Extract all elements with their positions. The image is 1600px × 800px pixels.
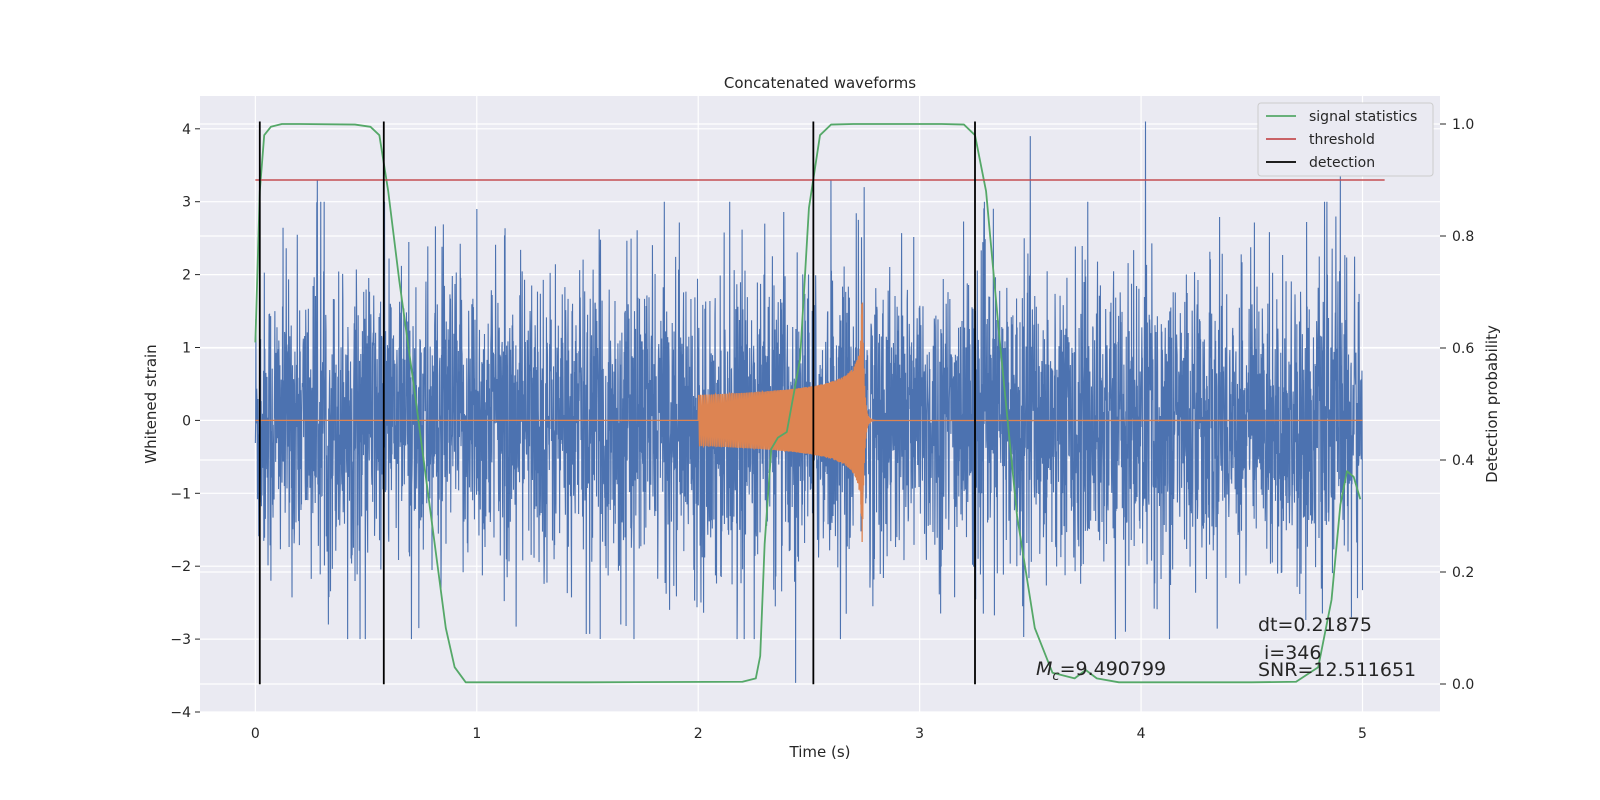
y-right-tick-label: 0.8 bbox=[1452, 229, 1474, 245]
y-right-tick-label: 1.0 bbox=[1452, 117, 1474, 133]
legend: signal statistics threshold detection bbox=[1257, 102, 1434, 177]
legend-label-detection: detection bbox=[1309, 155, 1375, 171]
y-tick-label: 0 bbox=[182, 413, 191, 429]
chart-title: Concatenated waveforms bbox=[724, 74, 916, 92]
x-tick-label: 2 bbox=[694, 726, 703, 742]
y-tick-label: −3 bbox=[170, 632, 191, 648]
x-tick-label: 3 bbox=[915, 726, 924, 742]
x-tick-label: 5 bbox=[1358, 726, 1367, 742]
annotations: Mc=9.490799 dt=0.21875 i=346 SNR=12.5116… bbox=[1036, 614, 1416, 684]
legend-label-signal-statistics: signal statistics bbox=[1309, 109, 1417, 125]
chirp-mass-annotation: Mc=9.490799 bbox=[1036, 658, 1166, 684]
y-right-tick-label: 0.0 bbox=[1452, 677, 1474, 693]
y-right-tick-label: 0.6 bbox=[1452, 341, 1474, 357]
y-tick-label: −2 bbox=[170, 559, 191, 575]
y-tick-label: 3 bbox=[182, 195, 191, 211]
y-axis-right-label: Detection probability bbox=[1483, 325, 1501, 483]
series-signal-statistics bbox=[254, 123, 1362, 684]
plot-series bbox=[254, 121, 1385, 685]
index-annotation: i=346 bbox=[1264, 642, 1321, 664]
x-axis-label: Time (s) bbox=[789, 743, 851, 761]
x-tick-label: 0 bbox=[251, 726, 260, 742]
snr-annotation: SNR=12.511651 bbox=[1258, 659, 1416, 681]
dt-annotation: dt=0.21875 bbox=[1258, 614, 1372, 636]
y-right-tick-label: 0.2 bbox=[1452, 565, 1474, 581]
series-injected-chirp bbox=[255, 302, 1363, 542]
y-tick-label: 2 bbox=[182, 268, 191, 284]
y-axis-label: Whitened strain bbox=[142, 344, 160, 463]
series-whitened-strain-noise bbox=[254, 121, 1364, 683]
legend-label-threshold: threshold bbox=[1309, 132, 1375, 148]
tick-labels: 0 1 2 3 4 5 −4 −3 −2 −1 0 1 2 3 4 0.0 0.2 0.4 0.6 0.8 1.0 bbox=[170, 117, 1474, 742]
y-tick-label: 4 bbox=[182, 122, 191, 138]
y-tick-label: −1 bbox=[170, 486, 191, 502]
x-tick-label: 4 bbox=[1137, 726, 1146, 742]
legend-box bbox=[1257, 102, 1434, 177]
y-right-tick-label: 0.4 bbox=[1452, 453, 1474, 469]
y-tick-label: −4 bbox=[170, 705, 191, 721]
y-tick-label: 1 bbox=[182, 341, 191, 357]
x-tick-label: 1 bbox=[472, 726, 481, 742]
